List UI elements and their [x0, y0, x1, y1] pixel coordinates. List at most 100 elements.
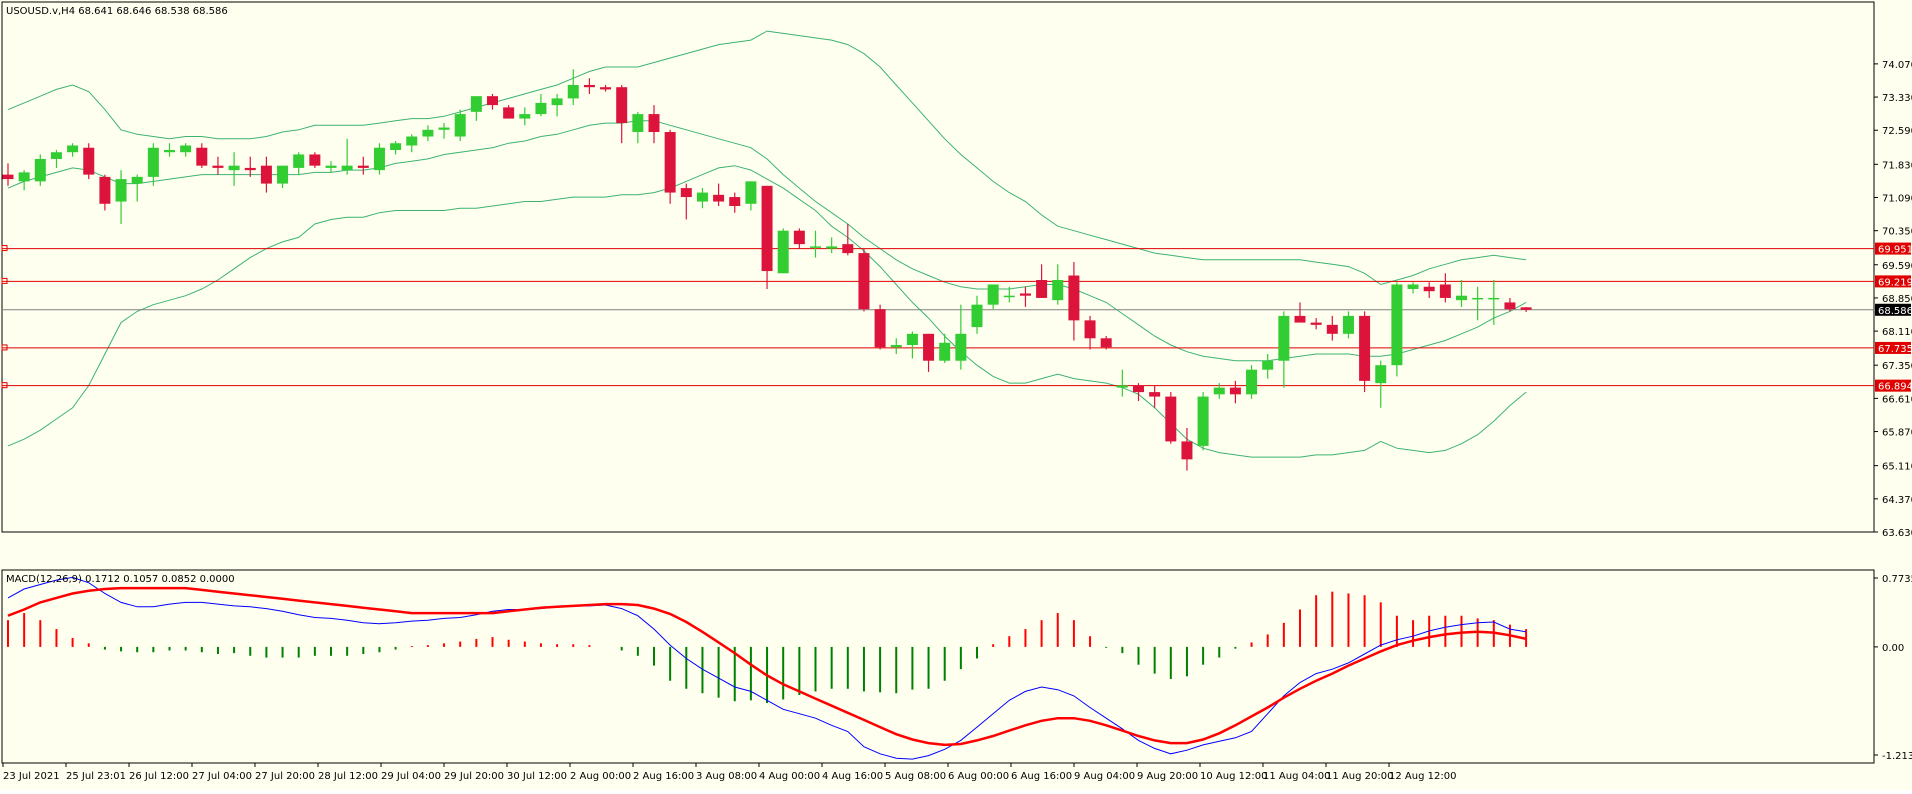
macd-tick-label: 0.00 — [1882, 643, 1904, 654]
candle-bearish — [1019, 293, 1031, 296]
candle-bullish — [1197, 396, 1209, 446]
candle-bearish — [793, 230, 805, 245]
time-tick-label: 26 Jul 12:00 — [129, 771, 189, 782]
time-tick-label: 30 Jul 12:00 — [507, 771, 567, 782]
candle-bearish — [842, 244, 854, 254]
candle-bullish — [1391, 284, 1403, 366]
time-tick-label: 9 Aug 20:00 — [1137, 771, 1198, 782]
time-tick-label: 27 Jul 20:00 — [255, 771, 315, 782]
candle-bearish — [1359, 315, 1371, 381]
candle-bullish — [777, 230, 789, 274]
horizontal-line-anchor — [1, 344, 8, 351]
price-tick-label: 65.870 — [1882, 428, 1912, 439]
price-tick-label: 73.330 — [1882, 93, 1912, 104]
candle-bearish — [664, 132, 676, 193]
price-axis: 74.070 73.330 72.590 71.830 71.090 70.350 69.5… — [1874, 60, 1912, 539]
candle-bullish — [745, 181, 757, 204]
candle-bearish — [858, 253, 870, 310]
candle-bearish — [729, 197, 741, 207]
candle-bearish — [1084, 320, 1096, 339]
horizontal-line-anchor — [1, 245, 8, 252]
macd-histogram — [7, 591, 1528, 704]
time-tick-label: 25 Jul 23:01 — [66, 771, 126, 782]
time-tick-label: 28 Jul 12:00 — [318, 771, 378, 782]
time-tick-label: 6 Aug 00:00 — [948, 771, 1009, 782]
candle-bullish — [826, 246, 838, 249]
macd-signal-line — [7, 586, 1527, 747]
candle-bullish — [1342, 315, 1354, 334]
candle-bullish — [422, 129, 434, 137]
horizontal-line-label-bg — [1875, 341, 1911, 354]
candle-bullish — [470, 96, 482, 112]
candle-bearish — [1310, 322, 1322, 325]
macd-lines — [7, 576, 1527, 760]
candle-bearish — [583, 84, 595, 88]
candle-bullish — [971, 304, 983, 328]
candle-bullish — [293, 154, 305, 168]
candle-bearish — [1423, 286, 1435, 292]
candle-bullish — [1003, 295, 1015, 298]
candle-bullish — [810, 246, 821, 248]
candle-bearish — [1294, 315, 1306, 323]
candle-bearish — [874, 309, 886, 348]
candle-bullish — [1246, 369, 1258, 395]
candle-bearish — [1520, 307, 1532, 310]
price-tick-label: 68.850 — [1882, 294, 1912, 305]
macd-panel-frame — [1, 569, 1875, 764]
candle-bearish — [1229, 387, 1241, 395]
horizontal-line-label: 67.735 — [1878, 344, 1912, 355]
candle-bullish — [341, 165, 353, 171]
horizontal-lines[interactable] — [1, 245, 1874, 389]
candle-bearish — [244, 167, 256, 171]
candle-bullish — [1472, 297, 1484, 300]
candle-bullish — [1052, 280, 1064, 301]
candle-bullish — [1488, 297, 1500, 300]
price-tick-label: 63.630 — [1882, 528, 1912, 539]
horizontal-line-label-bg — [1875, 275, 1911, 288]
candle-bearish — [1181, 441, 1193, 460]
time-tick-label: 11 Aug 20:00 — [1326, 771, 1393, 782]
candle-bullish — [67, 145, 79, 153]
price-tick-label: 66.610 — [1882, 394, 1912, 405]
candle-bullish — [373, 147, 385, 171]
candle-bullish — [228, 165, 240, 171]
price-labels: 69.951 69.219 67.735 66.894 68.586 — [1875, 242, 1912, 393]
candle-bullish — [325, 165, 337, 168]
candle-bullish — [164, 149, 175, 153]
candle-bearish — [1326, 324, 1338, 334]
bid-price-label-bg — [1875, 303, 1911, 316]
candle-bullish — [890, 345, 902, 348]
candle-bearish — [99, 176, 111, 204]
price-tick-label: 71.830 — [1882, 160, 1912, 171]
candle-bearish — [487, 96, 498, 106]
candle-bullish — [696, 192, 708, 202]
candle-bullish — [438, 127, 450, 130]
horizontal-line-label: 69.951 — [1878, 245, 1912, 256]
candle-bearish — [713, 194, 725, 202]
candle-bearish — [923, 333, 935, 361]
time-tick-label: 4 Aug 00:00 — [759, 771, 820, 782]
candlesticks — [2, 69, 1532, 471]
candle-bullish — [390, 143, 402, 150]
time-tick-label: 23 Jul 2021 — [3, 771, 60, 782]
time-tick-label: 10 Aug 12:00 — [1200, 771, 1267, 782]
time-tick-label: 12 Aug 12:00 — [1389, 771, 1456, 782]
candle-bullish — [147, 147, 159, 177]
time-tick-label: 29 Jul 04:00 — [381, 771, 441, 782]
candle-bearish — [196, 147, 208, 166]
macd-axis: 0.7735 0.00 -1.2136 — [1874, 574, 1912, 762]
candle-bullish — [906, 333, 918, 346]
candle-bullish — [1278, 315, 1290, 361]
macd-panel-title: MACD(12,26,9) 0.1712 0.1057 0.0852 0.000… — [6, 574, 235, 585]
candle-bullish — [1375, 365, 1387, 384]
price-tick-label: 64.370 — [1882, 495, 1912, 506]
candle-bullish — [34, 158, 46, 182]
candle-bearish — [1504, 302, 1516, 310]
price-panel-frame — [1, 1, 1875, 533]
candle-bearish — [1100, 338, 1112, 348]
price-tick-label: 70.350 — [1882, 227, 1912, 238]
candle-bearish — [212, 165, 224, 168]
candle-bullish — [567, 84, 579, 99]
candle-bearish — [616, 87, 628, 124]
